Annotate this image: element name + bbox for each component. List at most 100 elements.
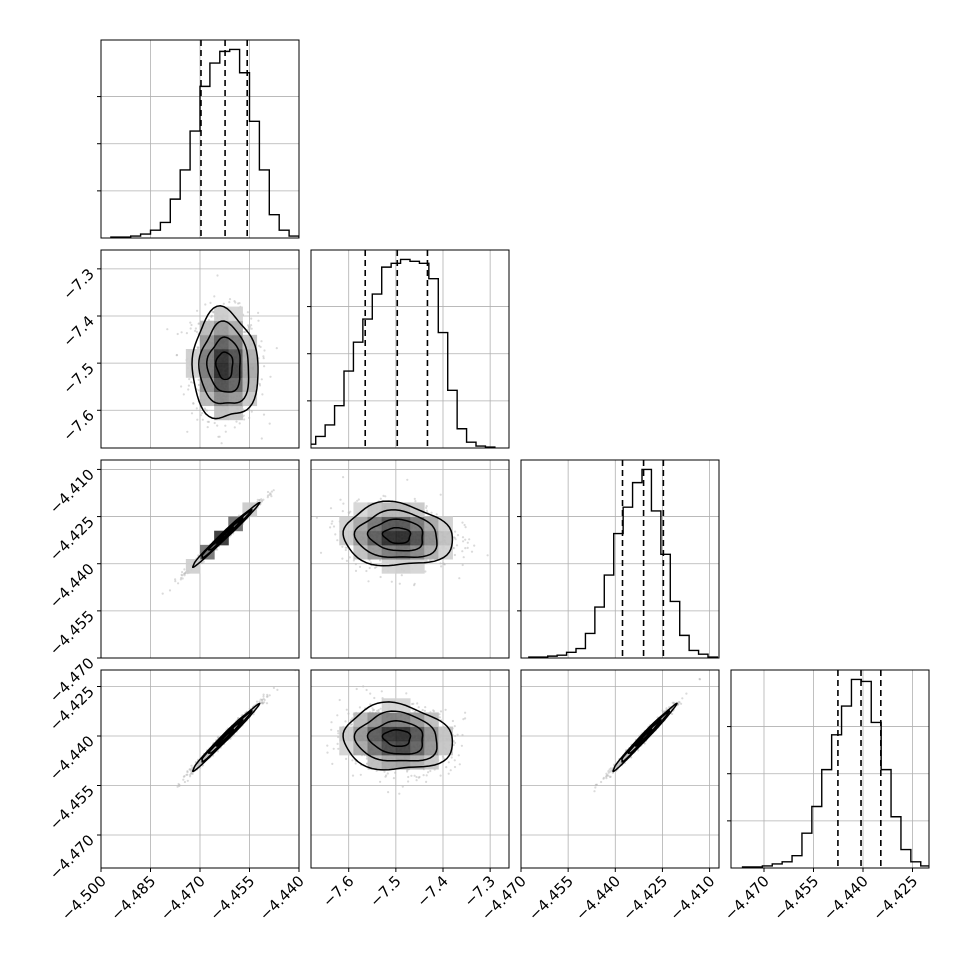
sample-point xyxy=(242,330,246,334)
sample-point xyxy=(460,744,463,747)
sample-point xyxy=(276,688,279,692)
density-cell xyxy=(395,726,411,742)
sample-point xyxy=(462,718,465,721)
sample-point xyxy=(262,693,265,696)
sample-point xyxy=(259,698,262,701)
sample-point xyxy=(456,534,460,537)
sample-point xyxy=(210,315,213,318)
sample-point xyxy=(248,707,251,710)
sample-point xyxy=(425,505,428,508)
sample-point xyxy=(345,757,348,761)
hist-panel-3 xyxy=(731,670,929,868)
joint-panel-2-0 xyxy=(101,460,299,658)
density-cell xyxy=(438,544,453,560)
sample-point xyxy=(257,311,260,314)
sample-point xyxy=(359,773,362,776)
sample-point xyxy=(371,707,374,710)
sample-point xyxy=(427,771,430,774)
sample-point xyxy=(237,717,240,720)
sample-point xyxy=(180,573,183,577)
sample-point xyxy=(262,695,265,698)
contour-1-0-2 xyxy=(198,320,250,405)
sample-point xyxy=(186,771,189,774)
density-cell xyxy=(410,544,425,560)
sample-point xyxy=(206,426,209,429)
density-cell xyxy=(367,712,383,728)
sample-point xyxy=(458,577,461,580)
contour-3-1-3 xyxy=(342,701,454,771)
sample-point xyxy=(385,774,388,777)
sample-point xyxy=(337,747,340,750)
density-cell xyxy=(242,377,258,392)
sample-point xyxy=(224,424,227,427)
sample-point xyxy=(268,422,271,425)
sample-point xyxy=(379,780,382,783)
sample-point xyxy=(266,494,270,497)
sample-point xyxy=(398,582,401,585)
sample-point xyxy=(406,770,409,773)
sample-point xyxy=(369,703,372,706)
sample-point xyxy=(262,357,265,360)
sample-point xyxy=(356,499,359,502)
sample-point xyxy=(439,493,442,496)
panel-frame-0-0 xyxy=(100,39,300,239)
sample-point xyxy=(405,692,408,695)
sample-point xyxy=(190,381,193,384)
sample-point xyxy=(464,711,467,714)
histogram-0 xyxy=(110,48,299,238)
sample-point xyxy=(174,580,177,583)
sample-point xyxy=(424,570,427,573)
joint-panel-3-0 xyxy=(101,670,299,868)
sample-point xyxy=(161,592,164,595)
sample-point xyxy=(201,412,204,415)
sample-point xyxy=(258,700,261,703)
sample-point xyxy=(269,493,272,496)
sample-point xyxy=(257,319,260,322)
panel-frame-2-2 xyxy=(520,459,720,659)
sample-point xyxy=(201,561,204,565)
density-cell xyxy=(410,559,425,574)
sample-point xyxy=(449,769,452,772)
sample-point xyxy=(337,729,340,733)
sample-point xyxy=(365,688,368,692)
sample-point xyxy=(258,499,261,502)
sample-point xyxy=(452,536,456,539)
sample-point xyxy=(175,354,178,357)
sample-point xyxy=(182,778,185,781)
sample-point xyxy=(387,791,390,794)
histogram-1 xyxy=(311,258,496,448)
density-cell xyxy=(424,530,439,546)
density-cell xyxy=(367,754,383,770)
sample-point xyxy=(216,424,219,427)
sample-point xyxy=(304,497,306,499)
sample-point xyxy=(454,538,457,541)
sample-point xyxy=(464,547,467,550)
sample-point xyxy=(453,553,456,557)
sample-point xyxy=(250,324,253,327)
sample-point xyxy=(344,720,347,723)
sample-point xyxy=(425,506,428,509)
sample-point xyxy=(442,562,445,565)
sample-point xyxy=(349,723,352,726)
sample-point xyxy=(458,763,461,766)
sample-point xyxy=(196,764,199,767)
density-cell xyxy=(200,391,215,407)
sample-point xyxy=(453,725,456,728)
sample-point xyxy=(379,707,382,710)
sample-point xyxy=(342,476,345,479)
density-cell xyxy=(367,516,383,532)
sample-point xyxy=(247,328,250,331)
sample-point xyxy=(354,569,358,573)
sample-point xyxy=(358,706,361,709)
sample-point xyxy=(386,772,389,775)
sample-point xyxy=(344,548,347,552)
sample-point xyxy=(362,685,365,688)
sample-point xyxy=(394,771,397,774)
contour-2-1-3 xyxy=(342,500,454,567)
sample-point xyxy=(400,574,403,577)
density-cell xyxy=(228,320,243,336)
sample-point xyxy=(204,303,207,306)
sample-point xyxy=(217,435,220,438)
density-cell xyxy=(410,754,425,770)
sample-point xyxy=(247,324,250,327)
